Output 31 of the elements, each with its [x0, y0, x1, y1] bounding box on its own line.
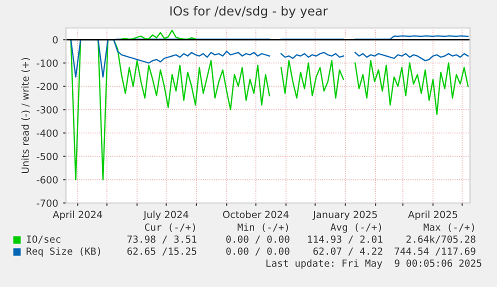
text: Min (-/+) — [238, 223, 288, 232]
y-axis-title: Units read (-) / write (+) — [21, 58, 30, 174]
text: Last update: Fri May 9 00:05:06 2025 — [266, 259, 482, 269]
legend-label: Req Size (KB) — [26, 247, 100, 257]
y-tick-label: -500 — [36, 152, 58, 160]
y-tick-label: -100 — [36, 59, 58, 67]
x-tick-label: January 2025 — [312, 210, 377, 220]
text: Avg (-/+) — [330, 223, 381, 233]
text: Cur (-/+) — [144, 223, 195, 232]
y-tick-label: -700 — [36, 199, 58, 207]
legend-label: IO/sec — [26, 235, 60, 244]
text: 0.00 / 0.00 — [226, 235, 290, 244]
text: 0.00 / 0.00 — [226, 247, 290, 256]
text: 114.93 / 2.01 — [308, 235, 382, 244]
y-tick-label: -400 — [36, 129, 58, 137]
text: 73.98 / 3.51 — [127, 235, 196, 244]
x-tick-label: July 2024 — [143, 210, 188, 220]
y-tick-label: -600 — [36, 176, 58, 184]
x-tick-label: October 2024 — [223, 210, 289, 218]
chart-title: IOs for /dev/sdg - by year — [170, 6, 328, 18]
y-tick-label: -300 — [36, 106, 58, 114]
text: 744.54 /117.69 — [394, 247, 476, 256]
y-tick-label: -200 — [36, 82, 58, 90]
x-tick-label: April 2025 — [408, 210, 458, 220]
text: 2.64k/705.28 — [406, 235, 476, 244]
y-tick-label: 0 — [52, 36, 58, 44]
x-tick-label: April 2024 — [52, 210, 102, 220]
text: 62.07 / 4.22 — [313, 247, 382, 256]
text: 62.65 /15.25 — [127, 247, 196, 256]
line-series — [120, 30, 196, 40]
text: Max (-/+) — [424, 223, 474, 232]
